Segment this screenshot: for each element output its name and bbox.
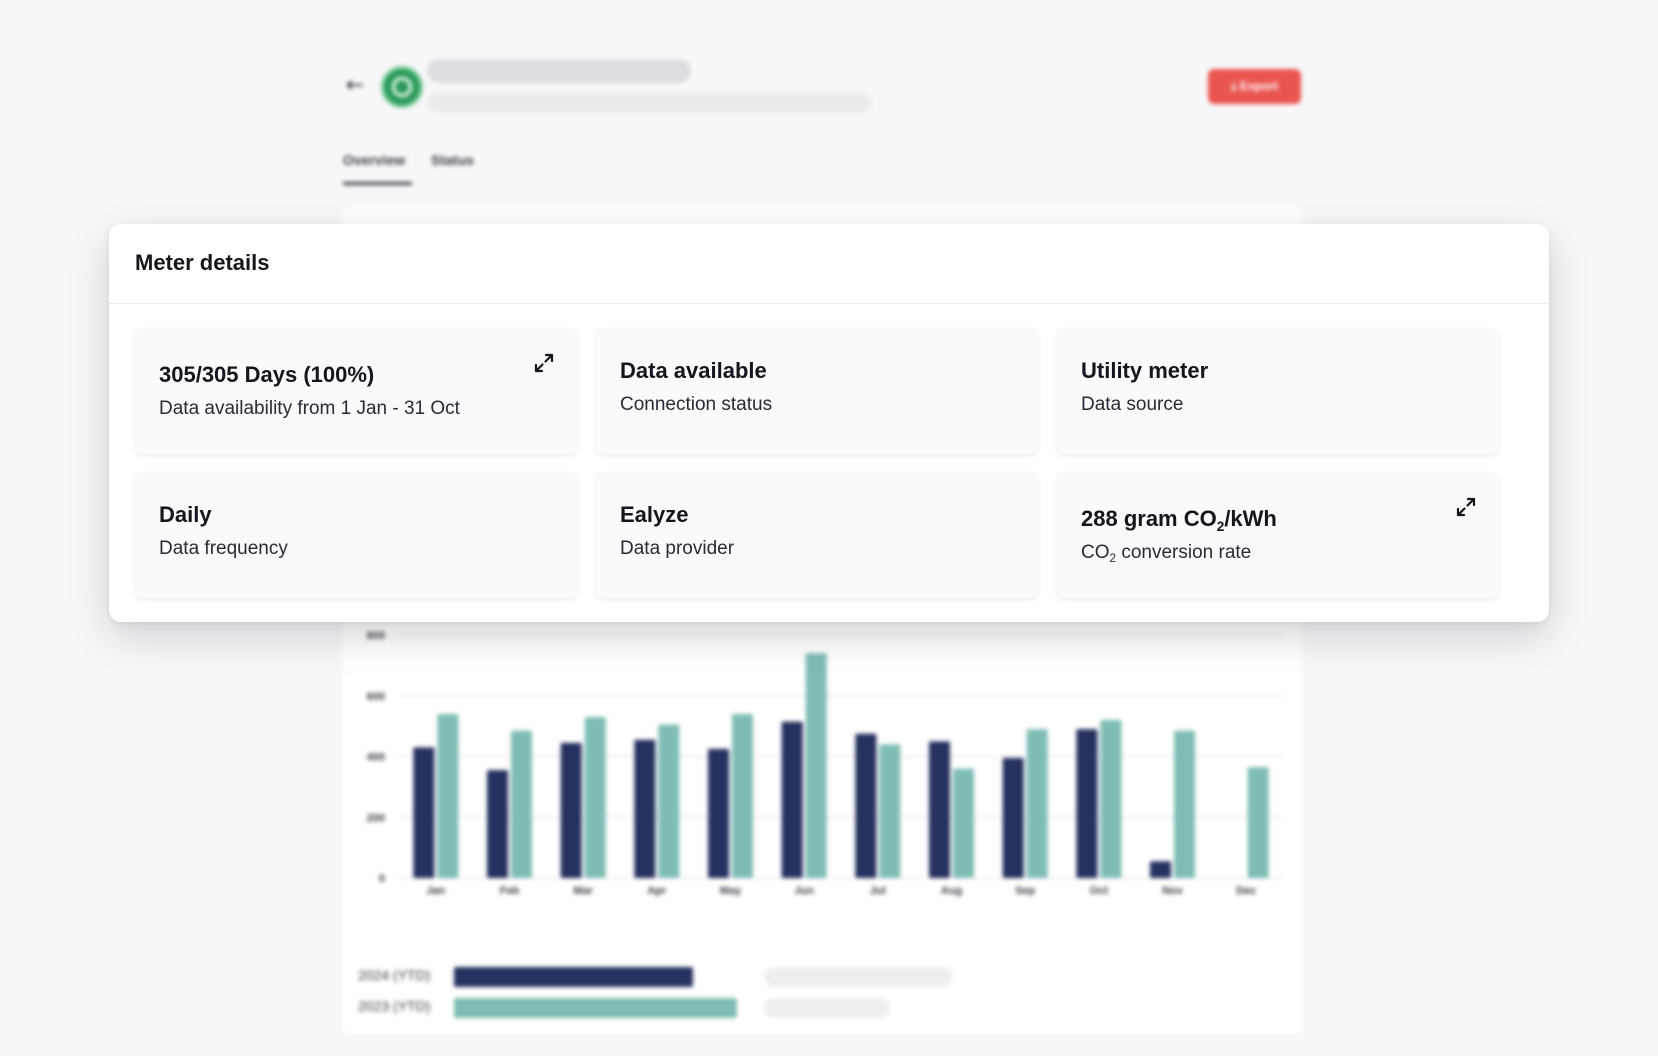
data-availability-value: 305/305 Days (100%) <box>159 362 375 387</box>
bar-sep-series-2 <box>1026 729 1048 878</box>
total-value-placeholder-2024 <box>764 967 952 987</box>
tile-data-source: Utility meter Data source <box>1057 328 1499 454</box>
bar-mar-series-1 <box>560 742 582 878</box>
total-value-placeholder-2023 <box>764 998 890 1018</box>
tab-status[interactable]: Status <box>431 152 474 168</box>
title-placeholder <box>427 59 691 83</box>
panel-title: Meter details <box>135 250 270 275</box>
y-tick-label: 0 <box>379 873 385 885</box>
connection-status-label: Connection status <box>620 394 773 415</box>
bar-aug-series-2 <box>953 768 974 878</box>
bar-feb-series-2 <box>511 730 532 878</box>
bar-jun-series-1 <box>781 721 803 878</box>
y-tick-label: 600 <box>367 691 385 703</box>
data-source-label: Data source <box>1081 394 1184 415</box>
total-row-2024: 2024 (YTD) <box>358 965 1258 989</box>
tile-data-availability: 305/305 Days (100%) Data availability fr… <box>135 328 577 454</box>
tab-overview[interactable]: Overview <box>343 152 406 168</box>
bar-nov-series-2 <box>1174 730 1195 878</box>
export-button[interactable]: ⤓ Export <box>1208 69 1301 104</box>
y-tick-label: 400 <box>367 752 385 764</box>
x-tick-label: Jun <box>794 885 814 897</box>
data-provider-label: Data provider <box>620 538 735 559</box>
bar-oct-series-1 <box>1076 729 1098 878</box>
total-bar-2023 <box>454 998 738 1018</box>
monthly-usage-chart: 0 200 400 600 800 Jan Feb Mar Apr May Jun Jul Aug Sep… <box>367 630 1283 897</box>
x-tick-label: Feb <box>500 885 520 897</box>
bar-dec-series-2 <box>1247 767 1269 878</box>
connection-status-value: Data available <box>620 358 767 383</box>
total-row-2023: 2023 (YTD) <box>358 996 1258 1020</box>
x-tick-label: Apr <box>647 885 667 897</box>
x-tick-label: Nov <box>1162 885 1184 897</box>
x-tick-label: Dec <box>1236 885 1256 897</box>
data-frequency-label: Data frequency <box>159 538 288 559</box>
bar-may-series-2 <box>732 713 753 878</box>
bar-jan-series-1 <box>413 747 435 878</box>
total-label-2024: 2024 (YTD) <box>358 967 431 983</box>
total-bar-2024 <box>454 967 694 987</box>
bar-feb-series-1 <box>487 770 508 878</box>
y-tick-label: 800 <box>367 630 385 642</box>
bar-may-series-1 <box>708 748 729 878</box>
tile-connection-status: Data available Connection status <box>596 328 1038 454</box>
meter-avatar-icon <box>381 66 423 108</box>
bar-apr-series-2 <box>658 724 680 878</box>
data-source-value: Utility meter <box>1081 358 1209 383</box>
bar-aug-series-1 <box>929 741 950 878</box>
expand-icon[interactable] <box>533 352 555 374</box>
bar-jul-series-1 <box>855 733 877 878</box>
x-tick-label: Jul <box>870 885 886 897</box>
back-arrow-icon[interactable]: ← <box>345 73 365 98</box>
x-tick-label: Aug <box>941 885 962 897</box>
x-tick-label: May <box>720 885 742 897</box>
bar-mar-series-2 <box>584 717 606 878</box>
y-tick-label: 200 <box>367 812 385 824</box>
total-label-2023: 2023 (YTD) <box>358 998 431 1014</box>
meter-details-panel: Meter details 305/305 Days (100%) Data a… <box>109 224 1549 622</box>
expand-icon[interactable] <box>1455 496 1477 518</box>
x-tick-label: Oct <box>1090 885 1109 897</box>
active-tab-indicator <box>343 182 412 185</box>
conversion-rate-value: 288 gram CO2/kWh <box>1081 506 1277 534</box>
bar-jun-series-2 <box>805 653 827 878</box>
x-tick-label: Jan <box>426 885 445 897</box>
bar-oct-series-2 <box>1100 720 1122 878</box>
x-tick-label: Mar <box>573 885 593 897</box>
bar-nov-series-1 <box>1150 861 1171 878</box>
tile-data-provider: Ealyze Data provider <box>596 472 1038 598</box>
x-tick-label: Sep <box>1015 885 1035 897</box>
bar-sep-series-1 <box>1002 758 1024 878</box>
panel-divider <box>109 303 1549 304</box>
tile-data-frequency: Daily Data frequency <box>135 472 577 598</box>
bar-apr-series-1 <box>634 739 656 878</box>
subtitle-placeholder <box>427 93 871 113</box>
bar-jan-series-2 <box>437 713 459 878</box>
data-availability-label: Data availability from 1 Jan - 31 Oct <box>159 398 460 419</box>
conversion-rate-label: CO2 conversion rate <box>1081 542 1252 566</box>
data-provider-value: Ealyze <box>620 502 689 527</box>
data-frequency-value: Daily <box>159 502 212 527</box>
tile-conversion-rate: 288 gram CO2/kWh CO2 conversion rate <box>1057 472 1499 598</box>
bar-jul-series-2 <box>879 744 901 878</box>
